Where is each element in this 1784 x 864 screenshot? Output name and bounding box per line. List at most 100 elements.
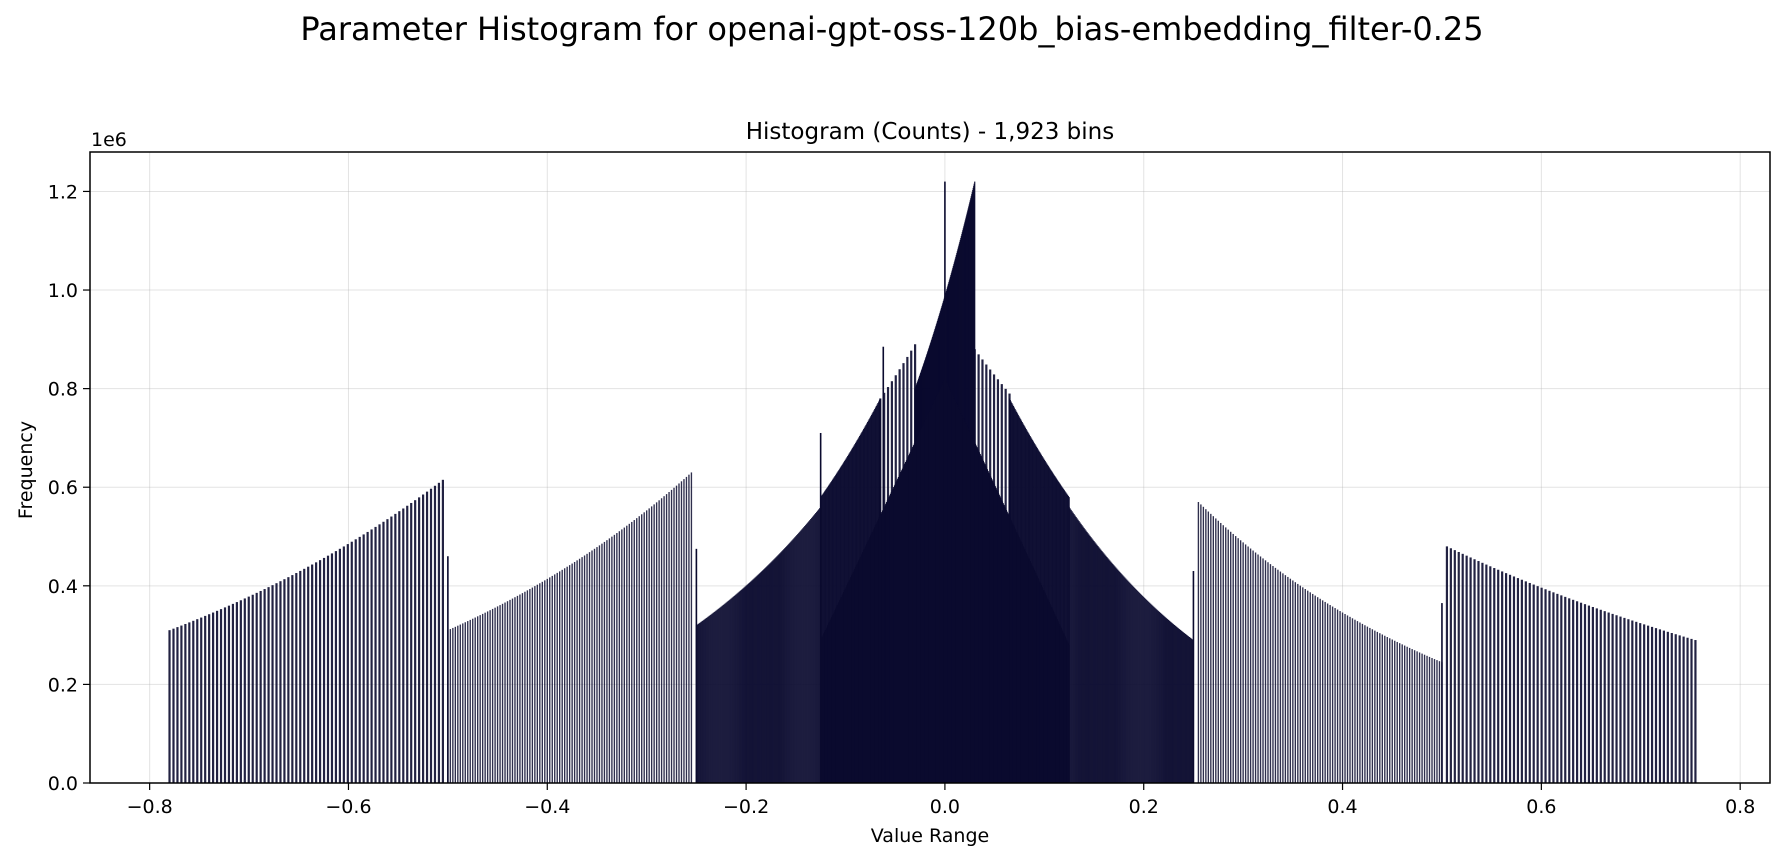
histogram-bar-936 bbox=[866, 542, 869, 783]
histogram-bar-172 bbox=[698, 623, 700, 783]
histogram-bar-658 bbox=[1138, 592, 1140, 783]
histogram-bar-995 bbox=[913, 443, 915, 783]
histogram-bar-242 bbox=[768, 564, 770, 783]
histogram-bar-750 bbox=[1287, 576, 1289, 783]
histogram-bar-975 bbox=[897, 477, 900, 783]
histogram-bar-286 bbox=[812, 516, 814, 783]
histogram-bar-260 bbox=[786, 545, 788, 783]
histogram-bar-250 bbox=[776, 556, 778, 783]
histogram-bar-22 bbox=[255, 592, 258, 783]
histogram-bar-989 bbox=[908, 453, 911, 783]
histogram-bar-17 bbox=[235, 602, 238, 783]
histogram-bar-77 bbox=[464, 622, 466, 783]
histogram-bar-701 bbox=[1180, 630, 1183, 783]
histogram-bar-85 bbox=[484, 612, 486, 783]
histogram-bar-249 bbox=[775, 557, 777, 783]
histogram-bar-740 bbox=[1262, 558, 1264, 783]
histogram-bar-1085 bbox=[985, 465, 987, 783]
histogram-bar-32 bbox=[295, 573, 298, 783]
histogram-bar-259 bbox=[785, 546, 787, 783]
histogram-bar-128 bbox=[591, 550, 593, 783]
histogram-bar-1102 bbox=[998, 494, 1000, 783]
histogram-bar-760 bbox=[1312, 593, 1314, 783]
histogram-bar-943 bbox=[872, 530, 874, 783]
histogram-bar-605 bbox=[1085, 530, 1087, 783]
histogram-bar-604 bbox=[1084, 529, 1086, 783]
histogram-bar-188 bbox=[714, 611, 716, 783]
histogram-bar-234 bbox=[760, 571, 762, 783]
x-tick-label-8: 0.8 bbox=[1725, 796, 1755, 818]
histogram-bar-885 bbox=[826, 626, 828, 783]
histogram-bar-1188 bbox=[1066, 641, 1069, 783]
histogram-bar-591 bbox=[1071, 511, 1073, 783]
histogram-bar-859 bbox=[1627, 619, 1630, 783]
histogram-bar-999 bbox=[916, 436, 919, 783]
histogram-bar-820 bbox=[1473, 559, 1476, 783]
histogram-bar-1133 bbox=[1023, 547, 1025, 783]
histogram-bar-606 bbox=[1086, 531, 1088, 783]
histogram-bar-721 bbox=[1215, 518, 1217, 783]
histogram-bar-1048 bbox=[955, 403, 958, 783]
histogram-bar-736 bbox=[1252, 550, 1254, 783]
histogram-bar-165 bbox=[683, 479, 685, 783]
histogram-bar-1140 bbox=[1028, 559, 1031, 783]
histogram-bar-253 bbox=[779, 553, 781, 783]
histogram-bar-857 bbox=[1619, 616, 1622, 783]
histogram-bar-654 bbox=[1134, 587, 1136, 783]
histogram-bar-1045 bbox=[953, 398, 955, 783]
histogram-bar-868 bbox=[1662, 630, 1665, 783]
histogram-bar-1069 bbox=[972, 438, 974, 783]
histogram-bar-276 bbox=[802, 528, 804, 783]
histogram-bar-173 bbox=[699, 622, 701, 783]
histogram-bar-144 bbox=[631, 521, 633, 783]
histogram-bar-31 bbox=[291, 575, 294, 783]
histogram-bar-663 bbox=[1143, 596, 1145, 783]
histogram-bar-227 bbox=[753, 578, 755, 783]
histogram-bar-666 bbox=[1146, 599, 1148, 783]
histogram-bar-193 bbox=[719, 607, 721, 783]
histogram-bar-1091 bbox=[989, 476, 992, 783]
histogram-bar-161 bbox=[673, 487, 675, 783]
histogram-bar-16 bbox=[231, 603, 235, 783]
histogram-bar-1007 bbox=[923, 423, 925, 783]
histogram-bar-622 bbox=[1102, 552, 1104, 783]
histogram-bar-229 bbox=[755, 576, 757, 783]
histogram-bar-653 bbox=[1133, 586, 1135, 783]
histogram-bar-1136 bbox=[1025, 552, 1027, 783]
histogram-bar-1176 bbox=[1057, 620, 1059, 783]
histogram-bar-617 bbox=[1097, 546, 1099, 783]
histogram-bar-82 bbox=[477, 616, 479, 783]
histogram-bar-1028 bbox=[939, 388, 942, 783]
histogram-bar-150 bbox=[646, 510, 648, 783]
histogram-bar-102 bbox=[526, 590, 529, 783]
histogram-bar-791 bbox=[1389, 638, 1391, 783]
histogram-bar-1186 bbox=[1065, 638, 1067, 783]
histogram-bar-1118 bbox=[1011, 521, 1013, 783]
histogram-bar-1056 bbox=[962, 416, 964, 783]
histogram-bar-1168 bbox=[1051, 607, 1053, 783]
histogram-bar-1089 bbox=[988, 472, 990, 783]
histogram-bar-897 bbox=[835, 606, 838, 783]
histogram-bar-911 bbox=[847, 583, 849, 783]
histogram-bar-267 bbox=[793, 538, 795, 783]
histogram-bar-1195 bbox=[1192, 571, 1195, 783]
histogram-bar-1117 bbox=[1010, 520, 1012, 783]
histogram-bar-75 bbox=[459, 624, 461, 783]
histogram-bar-621 bbox=[1101, 550, 1103, 783]
histogram-bar-145 bbox=[633, 520, 635, 783]
histogram-bar-930 bbox=[862, 552, 864, 783]
histogram-bar-991 bbox=[910, 450, 912, 783]
histogram-bar-625 bbox=[1105, 555, 1107, 783]
histogram-bar-5 bbox=[188, 622, 191, 783]
histogram-bar-40 bbox=[326, 555, 330, 783]
histogram-bar-126 bbox=[586, 553, 588, 783]
histogram-bar-1194 bbox=[695, 548, 698, 783]
histogram-bar-1036 bbox=[946, 382, 948, 783]
histogram-bar-175 bbox=[701, 620, 703, 783]
histogram-bar-48 bbox=[358, 536, 361, 783]
histogram-bar-719 bbox=[1210, 513, 1212, 783]
histogram-bar-777 bbox=[1354, 619, 1356, 783]
histogram-bar-1122 bbox=[1014, 528, 1016, 783]
histogram-bar-1032 bbox=[943, 381, 945, 783]
histogram-bar-986 bbox=[906, 458, 908, 783]
